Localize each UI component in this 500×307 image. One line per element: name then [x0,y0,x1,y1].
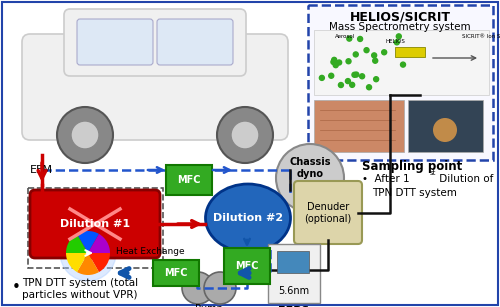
Circle shape [433,118,457,142]
Text: Chassis
dyno: Chassis dyno [289,157,331,179]
Circle shape [347,36,352,41]
Circle shape [57,107,113,163]
FancyBboxPatch shape [395,47,425,57]
Circle shape [358,37,362,41]
Circle shape [182,272,214,304]
Text: EEPS: EEPS [278,306,310,307]
FancyBboxPatch shape [166,165,212,195]
Circle shape [336,60,342,65]
Circle shape [366,85,372,90]
Text: Dilution of: Dilution of [436,174,494,184]
Wedge shape [77,231,99,253]
Wedge shape [88,253,110,272]
Text: MFC: MFC [177,175,201,185]
FancyBboxPatch shape [64,9,246,76]
Text: Aerosol: Aerosol [335,34,355,39]
Text: MFC: MFC [164,268,188,278]
Wedge shape [66,253,88,272]
Circle shape [352,72,357,77]
Circle shape [320,76,324,80]
Text: HELIOS: HELIOS [385,39,405,44]
Circle shape [400,62,406,67]
Text: •  After 1: • After 1 [362,174,410,184]
Text: EFM: EFM [30,165,53,175]
Circle shape [217,107,273,163]
FancyBboxPatch shape [314,30,489,95]
Circle shape [360,74,364,79]
Text: Denuder
(optional): Denuder (optional) [304,202,352,224]
Circle shape [328,73,334,78]
Circle shape [354,72,359,77]
FancyBboxPatch shape [22,34,288,140]
FancyBboxPatch shape [268,244,320,303]
Text: Dilution #1: Dilution #1 [60,219,130,229]
Circle shape [382,50,386,55]
Circle shape [346,59,351,64]
FancyBboxPatch shape [308,5,493,160]
Wedge shape [88,234,110,253]
FancyBboxPatch shape [314,100,404,152]
Text: 5.6nm: 5.6nm [278,286,310,296]
Text: st: st [430,170,436,176]
Circle shape [394,40,400,45]
FancyBboxPatch shape [408,100,483,152]
Text: •: • [12,280,21,295]
FancyBboxPatch shape [224,248,270,284]
Circle shape [60,225,116,281]
Circle shape [374,77,378,82]
Text: TPN DTT system (total
particles without VPR): TPN DTT system (total particles without … [22,278,138,300]
Ellipse shape [276,144,344,212]
Text: Heat Exchange: Heat Exchange [116,247,184,255]
Circle shape [396,34,402,39]
Text: MFC: MFC [236,261,259,271]
Text: Pump: Pump [195,304,223,307]
FancyBboxPatch shape [157,19,233,65]
Circle shape [372,58,378,63]
Circle shape [333,63,338,68]
Text: Dilution #2: Dilution #2 [213,213,283,223]
FancyBboxPatch shape [277,251,309,273]
Circle shape [331,60,336,64]
Circle shape [332,57,336,62]
FancyBboxPatch shape [30,190,160,258]
Circle shape [231,121,259,149]
Circle shape [71,121,99,149]
Wedge shape [77,253,99,275]
Circle shape [350,82,354,87]
Circle shape [364,48,369,53]
FancyBboxPatch shape [77,19,153,65]
Ellipse shape [206,184,290,252]
Wedge shape [66,234,88,253]
Text: TPN DTT system: TPN DTT system [372,188,457,198]
Text: Sampling point: Sampling point [362,160,462,173]
Circle shape [354,52,358,57]
Text: Mass Spectrometry system: Mass Spectrometry system [329,22,471,32]
Circle shape [372,53,376,58]
Text: HELIOS/SICRIT: HELIOS/SICRIT [350,10,450,23]
Circle shape [338,83,344,87]
FancyBboxPatch shape [294,181,362,244]
Circle shape [346,79,350,84]
Circle shape [204,272,236,304]
Text: SICRIT® Ion Source: SICRIT® Ion Source [462,34,500,39]
FancyBboxPatch shape [153,260,199,286]
